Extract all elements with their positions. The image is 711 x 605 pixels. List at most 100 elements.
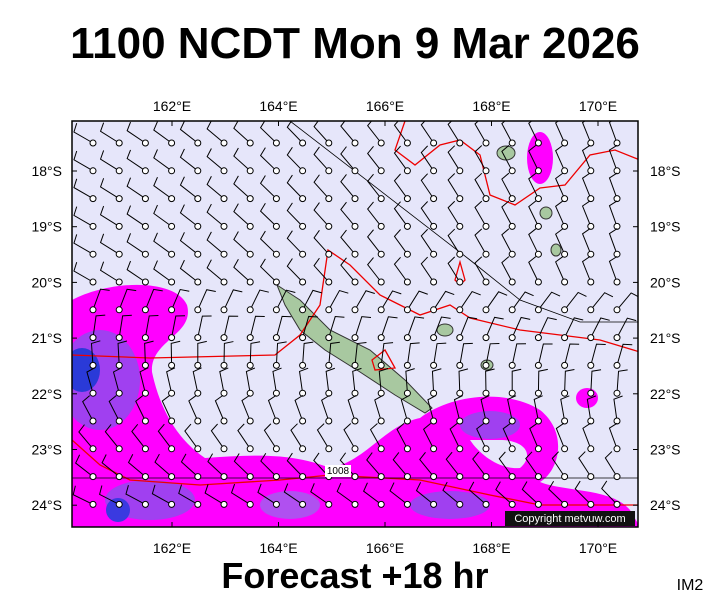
wind-barb: [447, 256, 461, 283]
station: [456, 222, 464, 230]
station: [613, 361, 621, 369]
wind-barb: [73, 178, 94, 200]
rain-area: [527, 132, 553, 184]
wind-barb: [447, 145, 461, 172]
wind-barb: [275, 289, 296, 311]
lat-label: 23°S: [31, 442, 62, 458]
station: [456, 334, 464, 342]
wind-barb: [405, 368, 415, 394]
title: 1100 NCDT Mon 9 Mar 2026: [70, 19, 640, 68]
station: [561, 250, 569, 258]
station: [325, 306, 333, 314]
station: [482, 417, 490, 425]
wind-barb: [354, 341, 367, 366]
station: [403, 139, 411, 147]
station: [194, 139, 202, 147]
wind-barb: [99, 122, 120, 144]
wind-barb: [286, 258, 303, 283]
wind-barb: [501, 228, 513, 255]
wind-barb: [343, 423, 356, 450]
station: [246, 167, 254, 175]
wind-barb: [112, 367, 122, 394]
station: [246, 222, 254, 230]
station: [534, 389, 542, 397]
wind-barb: [367, 229, 382, 255]
wind-barb: [474, 200, 487, 227]
wind-barb: [73, 123, 94, 144]
station: [482, 222, 490, 230]
station: [534, 278, 542, 286]
lat-label: 20°S: [31, 274, 62, 290]
station: [561, 195, 569, 203]
wind-barb: [99, 233, 120, 255]
station: [403, 389, 411, 397]
station: [351, 167, 359, 175]
station: [534, 417, 542, 425]
station: [115, 250, 123, 258]
wind-barb: [537, 343, 553, 366]
wind-barb: [328, 289, 349, 311]
wind-barb: [400, 395, 410, 422]
wind-barb: [272, 367, 282, 394]
station: [403, 473, 411, 481]
station: [141, 334, 149, 342]
wind-barb: [474, 172, 487, 199]
wind-barb: [419, 451, 434, 477]
station: [168, 473, 176, 481]
wind-barb: [406, 290, 428, 311]
station: [299, 167, 307, 175]
wind-barb: [117, 340, 128, 366]
station: [89, 306, 97, 314]
station: [89, 250, 97, 258]
station: [403, 222, 411, 230]
station: [430, 222, 438, 230]
station: [351, 222, 359, 230]
station: [220, 222, 228, 230]
wind-barb: [233, 147, 251, 172]
wind-barb: [590, 292, 614, 311]
station: [168, 139, 176, 147]
wind-barb: [104, 424, 120, 450]
wind-barb: [192, 367, 202, 394]
station: [351, 473, 359, 481]
station: [246, 389, 254, 397]
wind-barb: [153, 149, 172, 172]
station: [141, 250, 149, 258]
station: [508, 167, 516, 175]
wind-barb: [230, 483, 251, 505]
wind-barb: [206, 121, 225, 144]
station: [377, 417, 385, 425]
station: [561, 139, 569, 147]
station: [89, 195, 97, 203]
station: [613, 334, 621, 342]
station: [561, 361, 569, 369]
wind-barb: [453, 395, 463, 422]
wind-barb: [354, 316, 372, 338]
station: [508, 473, 516, 481]
station: [534, 306, 542, 314]
station: [534, 473, 542, 481]
station: [508, 500, 516, 508]
station: [168, 250, 176, 258]
wind-barb: [511, 368, 522, 394]
station: [613, 222, 621, 230]
station: [325, 222, 333, 230]
wind-barb: [367, 201, 382, 227]
wind-barb: [396, 423, 408, 450]
station: [299, 361, 307, 369]
wind-barb: [431, 368, 442, 394]
wind-barb: [118, 314, 132, 338]
wind-barb: [582, 422, 592, 449]
station: [115, 278, 123, 286]
wind-barb: [525, 451, 539, 477]
wind-barb: [528, 172, 539, 199]
wind-barb: [608, 228, 618, 255]
station: [587, 167, 595, 175]
wind-barb: [86, 367, 96, 394]
station: [430, 361, 438, 369]
heavy-rain: [260, 491, 320, 519]
wind-barb: [564, 343, 580, 366]
wind-barb: [415, 482, 434, 505]
wind-barb: [259, 121, 277, 144]
wind-barb: [197, 289, 216, 311]
